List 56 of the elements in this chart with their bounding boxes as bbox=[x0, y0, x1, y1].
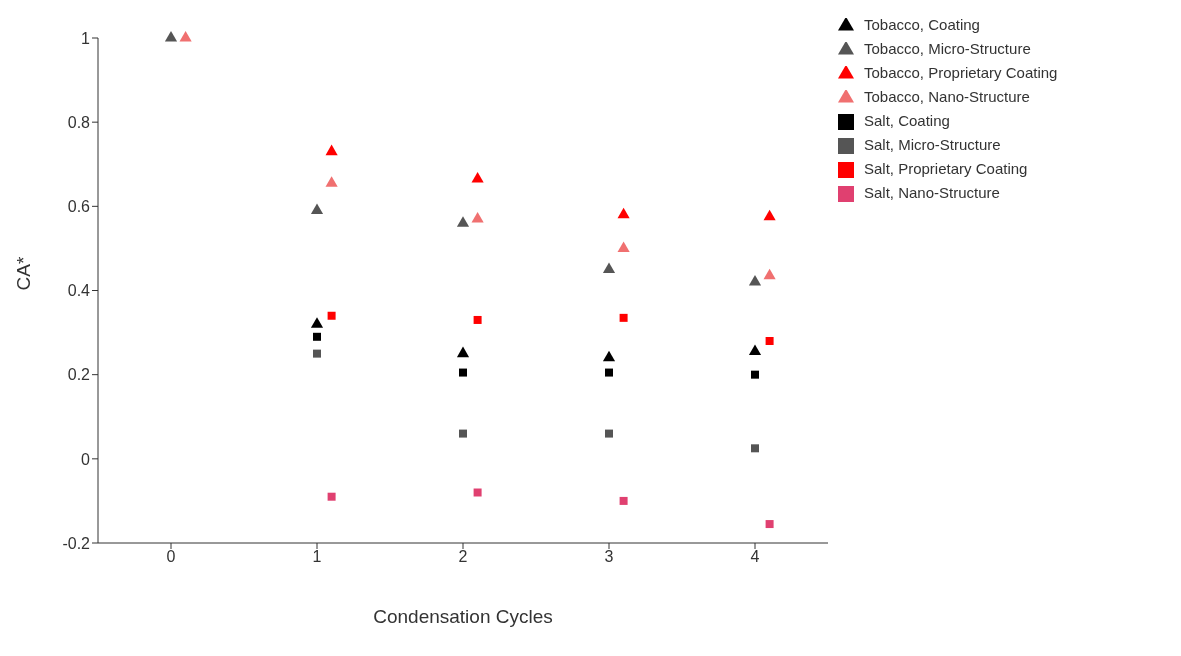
legend-label: Salt, Coating bbox=[864, 112, 950, 129]
point bbox=[310, 317, 324, 328]
point bbox=[748, 344, 762, 356]
point bbox=[619, 496, 628, 505]
point bbox=[327, 311, 336, 320]
legend-label: Tobacco, Coating bbox=[864, 16, 980, 33]
point bbox=[751, 370, 759, 379]
legend-label: Salt, Proprietary Coating bbox=[864, 160, 1028, 177]
point bbox=[617, 241, 630, 252]
y-tick-label: 0.2 bbox=[67, 366, 91, 384]
legend-label: Tobacco, Nano-Structure bbox=[864, 88, 1030, 105]
point bbox=[471, 171, 484, 183]
x-tick-label: 1 bbox=[312, 548, 322, 566]
x-tick-label: 0 bbox=[166, 548, 176, 566]
point bbox=[313, 349, 321, 358]
point bbox=[456, 216, 470, 227]
point bbox=[473, 315, 482, 324]
point bbox=[325, 176, 338, 187]
y-tick-label: 0 bbox=[81, 450, 91, 468]
x-tick-label: 3 bbox=[604, 548, 614, 566]
legend-label: Salt, Micro-Structure bbox=[864, 136, 1001, 153]
point bbox=[313, 332, 321, 341]
point bbox=[456, 346, 470, 358]
point bbox=[459, 429, 467, 438]
point bbox=[310, 203, 324, 215]
point bbox=[605, 368, 613, 377]
x-axis-title: Condensation Cycles bbox=[373, 606, 553, 627]
point bbox=[471, 211, 484, 223]
point bbox=[325, 144, 338, 156]
point bbox=[763, 268, 776, 280]
legend-label: Tobacco, Proprietary Coating bbox=[864, 64, 1058, 81]
y-tick-label: 0.8 bbox=[67, 113, 91, 131]
y-axis-title: CA* bbox=[12, 256, 34, 291]
y-tick-label: 1 bbox=[81, 29, 91, 47]
point bbox=[605, 429, 613, 438]
point bbox=[179, 30, 192, 42]
y-tick-label: 0.6 bbox=[67, 198, 91, 216]
point bbox=[748, 275, 762, 286]
point bbox=[617, 207, 630, 219]
point bbox=[459, 368, 467, 377]
point bbox=[164, 30, 178, 42]
point bbox=[765, 520, 774, 529]
point bbox=[473, 488, 482, 497]
y-tick-label: 0.4 bbox=[67, 282, 91, 300]
point bbox=[765, 337, 774, 345]
point bbox=[619, 313, 628, 322]
point bbox=[751, 444, 759, 453]
point bbox=[602, 262, 616, 273]
point bbox=[327, 492, 336, 501]
legend-label: Tobacco, Micro-Structure bbox=[864, 40, 1031, 57]
legend-label: Salt, Nano-Structure bbox=[864, 184, 1000, 201]
y-tick-label: -0.2 bbox=[62, 534, 91, 552]
point bbox=[602, 350, 616, 362]
x-tick-label: 4 bbox=[750, 548, 760, 566]
x-tick-label: 2 bbox=[458, 548, 468, 566]
point bbox=[763, 209, 776, 221]
